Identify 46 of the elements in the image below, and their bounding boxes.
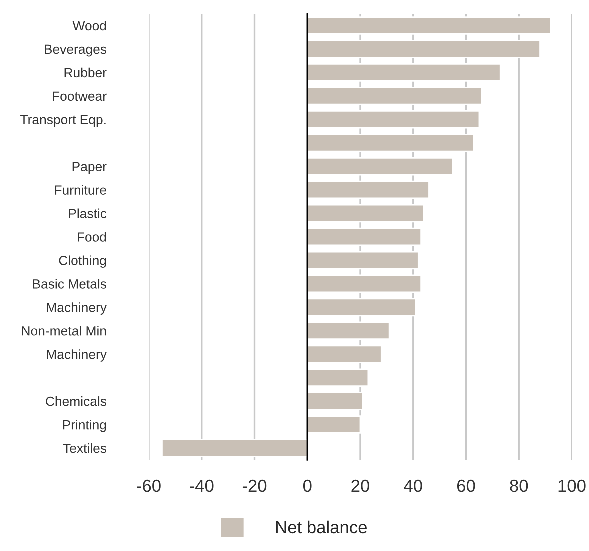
bar bbox=[306, 392, 364, 410]
x-tick-label: -20 bbox=[242, 480, 267, 492]
x-tick-label: 40 bbox=[404, 480, 422, 492]
bar bbox=[306, 416, 362, 434]
bar bbox=[306, 64, 502, 82]
legend-label: Net balance bbox=[276, 520, 367, 534]
x-tick-label: 80 bbox=[510, 480, 528, 492]
bar bbox=[306, 228, 422, 246]
x-tick-label: 60 bbox=[457, 480, 476, 492]
y-tick-label: Paper bbox=[72, 162, 107, 174]
bar bbox=[306, 368, 370, 387]
bar bbox=[306, 134, 475, 152]
y-tick-label: Basic Metals bbox=[33, 279, 107, 289]
x-tick-label: 100 bbox=[558, 480, 586, 492]
bar bbox=[306, 110, 480, 129]
y-tick-label: Machinery bbox=[47, 302, 107, 315]
y-tick-label: Machinery bbox=[47, 350, 107, 362]
bar bbox=[306, 345, 382, 364]
y-tick-label: Clothing bbox=[59, 256, 106, 268]
y-tick-label: Chemicals bbox=[46, 396, 107, 406]
bar bbox=[162, 439, 308, 458]
y-tick-label: Wood bbox=[72, 20, 106, 31]
bar bbox=[306, 87, 483, 106]
y-tick-label: Textiles bbox=[63, 443, 107, 454]
y-tick-label: Footwear bbox=[53, 92, 107, 102]
y-tick-label: Plastic bbox=[69, 208, 107, 218]
bar bbox=[306, 274, 422, 294]
y-tick-label: Printing bbox=[63, 420, 106, 432]
x-tick-label: 20 bbox=[352, 480, 370, 492]
bar bbox=[306, 298, 417, 317]
y-tick-label: Furniture bbox=[55, 185, 106, 195]
bar bbox=[306, 180, 430, 200]
bar bbox=[306, 16, 552, 35]
y-tick-label: Transport Eqp. bbox=[20, 115, 106, 128]
bar bbox=[306, 204, 425, 223]
y-tick-label: Rubber bbox=[64, 68, 107, 78]
y-tick-label: Food bbox=[78, 232, 106, 242]
x-tick-label: 0 bbox=[303, 480, 312, 492]
y-tick-label: Beverages bbox=[45, 44, 107, 57]
bar bbox=[306, 251, 420, 270]
x-tick-label: -40 bbox=[190, 480, 214, 492]
bar bbox=[306, 322, 390, 340]
bar bbox=[306, 157, 454, 176]
x-tick-label: -60 bbox=[137, 480, 161, 492]
y-tick-label: Non-metal Min bbox=[22, 326, 106, 336]
bar bbox=[306, 40, 541, 58]
